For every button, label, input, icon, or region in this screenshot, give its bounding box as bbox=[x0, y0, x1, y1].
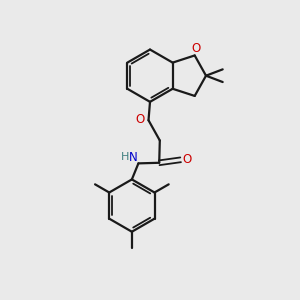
Text: O: O bbox=[182, 153, 192, 166]
Text: H: H bbox=[121, 152, 129, 162]
Text: O: O bbox=[136, 113, 145, 126]
Text: N: N bbox=[129, 151, 137, 164]
Text: O: O bbox=[192, 42, 201, 56]
